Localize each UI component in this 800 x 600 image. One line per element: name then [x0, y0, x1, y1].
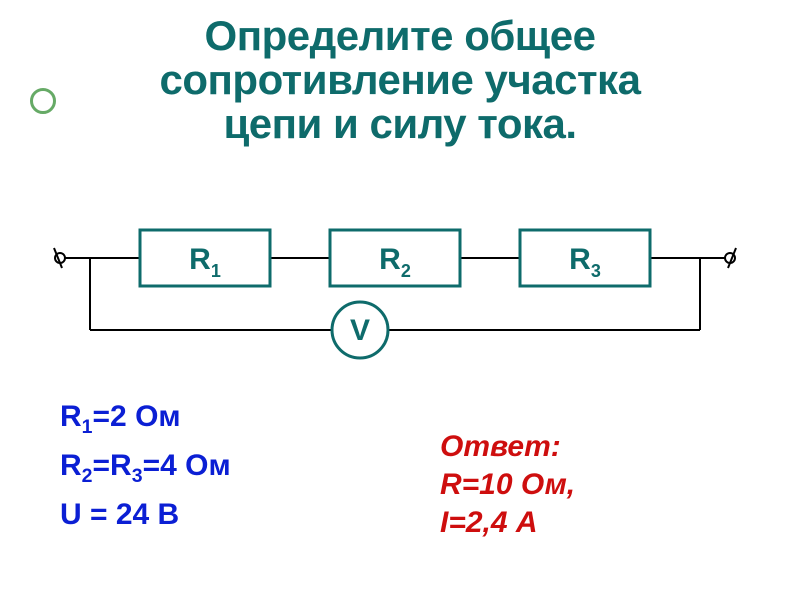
answer-line: R=10 Ом, [440, 468, 575, 502]
given-values: R1=2 Ом R2=R3=4 Ом U = 24 В [60, 400, 231, 542]
title-line-2: сопротивление участка [0, 58, 800, 102]
given-line: R1=2 Ом [60, 400, 231, 439]
svg-text:V: V [350, 314, 370, 347]
answer-line: I=2,4 А [440, 506, 575, 540]
circuit-diagram: VR1R2R3 [50, 210, 750, 370]
given-line: R2=R3=4 Ом [60, 449, 231, 488]
answer-line: Ответ: [440, 430, 575, 464]
answer-block: Ответ: R=10 Ом, I=2,4 А [440, 430, 575, 544]
page-title: Определите общее сопротивление участка ц… [0, 14, 800, 146]
given-line: U = 24 В [60, 498, 231, 532]
title-line-3: цепи и силу тока. [0, 102, 800, 146]
title-line-1: Определите общее [0, 14, 800, 58]
